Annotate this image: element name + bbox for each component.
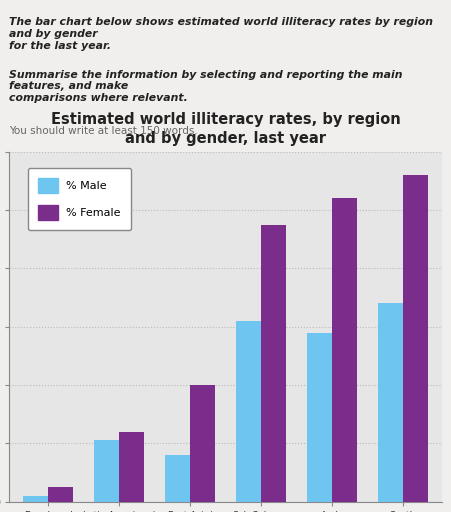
Bar <box>94 440 119 502</box>
Bar <box>403 175 428 502</box>
Bar <box>261 225 286 502</box>
Bar <box>190 385 215 502</box>
Title: Estimated world illiteracy rates, by region
and by gender, last year: Estimated world illiteracy rates, by reg… <box>51 112 400 146</box>
Bar <box>307 332 332 502</box>
Text: The bar chart below shows estimated world illiteracy rates by region and by gend: The bar chart below shows estimated worl… <box>9 17 433 51</box>
Text: Summarise the information by selecting and reporting the main features, and make: Summarise the information by selecting a… <box>9 70 403 103</box>
Bar <box>236 321 261 502</box>
Bar <box>48 487 73 502</box>
Bar <box>23 496 48 502</box>
Bar <box>332 198 357 502</box>
Text: You should write at least 150 words.: You should write at least 150 words. <box>9 126 198 136</box>
Legend: % Male, % Female: % Male, % Female <box>28 168 131 230</box>
Bar <box>165 455 190 502</box>
Bar <box>119 432 144 502</box>
Bar <box>378 303 403 502</box>
